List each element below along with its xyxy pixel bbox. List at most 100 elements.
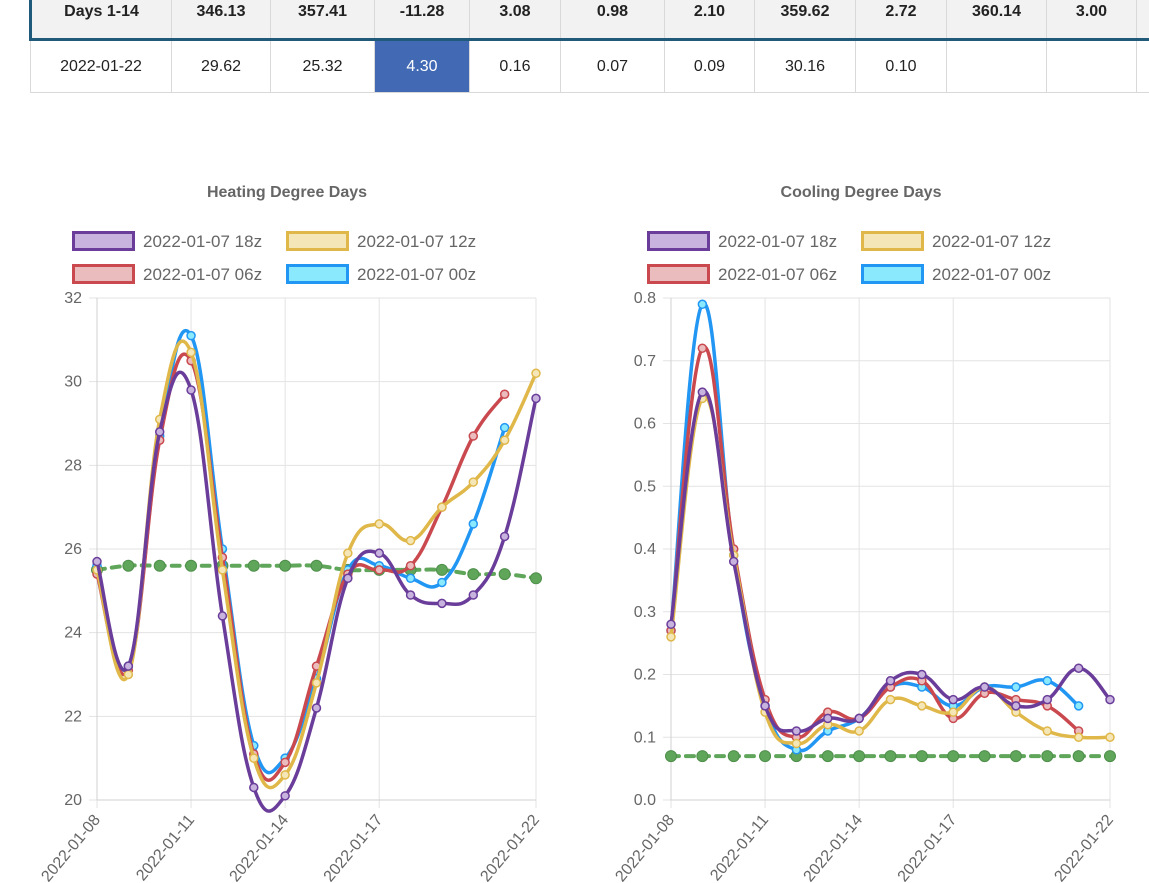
- data-point: [1073, 701, 1084, 711]
- data-point: [154, 427, 165, 437]
- legend-label: 2022-01-07 06z: [718, 265, 837, 284]
- data-point: [760, 701, 770, 711]
- x-tick-label: 2022-01-17: [321, 812, 387, 883]
- table-cell-empty: [1136, 0, 1149, 41]
- data-point: [791, 726, 802, 736]
- data-point: [885, 676, 896, 686]
- series-2022-01-07-18z: [666, 387, 1115, 736]
- summary-table-container: Days 1-14 346.13 357.41 -11.28 3.08 0.98…: [29, 0, 1149, 93]
- y-tick-label: 0.1: [634, 729, 656, 746]
- data-point: [1042, 676, 1053, 686]
- table-cell: 2.72: [855, 0, 947, 41]
- x-tick-label: 2022-01-17: [895, 812, 961, 883]
- legend-label: 2022-01-07 00z: [357, 265, 476, 284]
- data-point: [186, 347, 196, 358]
- data-point: [280, 791, 290, 801]
- data-point: [249, 782, 259, 793]
- data-point: [343, 573, 353, 584]
- y-tick-label: 30: [64, 374, 82, 391]
- y-tick-label: 22: [64, 708, 82, 725]
- data-point: [1073, 732, 1084, 742]
- legend-item: 2022-01-07 18z: [72, 231, 262, 251]
- table-cell-highlighted: 4.30: [374, 39, 470, 93]
- data-point: [279, 559, 292, 572]
- chart-title: Cooling Degree Days: [781, 184, 942, 201]
- data-point: [1041, 750, 1054, 763]
- data-point: [821, 750, 834, 763]
- legend-swatch: [72, 231, 135, 251]
- series-2022-01-07-18z: [92, 370, 541, 813]
- x-tick-label: 2022-01-11: [707, 812, 772, 883]
- legend-label: 2022-01-07 00z: [932, 265, 1051, 284]
- data-point: [499, 435, 510, 445]
- table-cell: 30.16: [754, 39, 856, 93]
- y-tick-label: 0.5: [634, 478, 656, 495]
- data-point: [697, 387, 708, 397]
- data-point: [531, 368, 541, 379]
- data-point: [1072, 750, 1085, 763]
- data-point: [467, 568, 480, 581]
- legend-swatch: [861, 264, 924, 284]
- data-point: [280, 757, 290, 768]
- data-point: [123, 669, 134, 680]
- data-point: [1011, 682, 1021, 692]
- y-tick-label: 0.3: [634, 604, 656, 621]
- data-point: [468, 431, 479, 441]
- x-tick-label: 2022-01-22: [1051, 812, 1117, 883]
- data-point: [665, 750, 677, 763]
- data-point: [915, 750, 928, 763]
- y-tick-label: 24: [64, 625, 82, 642]
- legend-label: 2022-01-07 12z: [932, 232, 1051, 251]
- data-point: [854, 713, 864, 724]
- table-cell: 0.16: [469, 39, 561, 93]
- table-cell: 360.14: [946, 0, 1047, 41]
- data-point: [311, 703, 322, 713]
- data-point: [153, 559, 166, 572]
- x-tick-label: 2022-01-14: [801, 812, 867, 883]
- data-point: [1042, 694, 1053, 705]
- legend-swatch: [647, 264, 710, 284]
- data-point: [697, 343, 708, 353]
- x-tick-label: 2022-01-08: [612, 812, 678, 883]
- data-point: [531, 393, 541, 404]
- data-point: [853, 750, 866, 763]
- data-point: [92, 556, 102, 567]
- data-point: [405, 560, 416, 571]
- legend-label: 2022-01-07 18z: [718, 232, 837, 251]
- data-point: [405, 573, 416, 584]
- data-point: [854, 726, 864, 736]
- table-cell: 346.13: [171, 0, 271, 41]
- data-point: [343, 548, 353, 558]
- data-point: [186, 385, 196, 395]
- data-point: [185, 559, 198, 572]
- chart-title: Heating Degree Days: [207, 184, 367, 201]
- table-cell: Days 1-14: [29, 0, 172, 41]
- table-cell: 2.10: [664, 0, 755, 41]
- data-point: [468, 477, 479, 487]
- data-point: [499, 422, 510, 433]
- legend-item: 2022-01-07 12z: [286, 231, 476, 251]
- legend-item: 2022-01-07 00z: [286, 264, 476, 284]
- x-tick-label: 2022-01-11: [133, 812, 198, 883]
- data-point: [499, 531, 510, 542]
- series-2022-01-07-00z: [92, 328, 510, 775]
- data-point: [468, 519, 479, 529]
- data-point: [759, 750, 772, 763]
- legend-label: 2022-01-07 18z: [143, 232, 262, 251]
- y-tick-label: 26: [64, 541, 82, 558]
- data-point: [948, 694, 958, 705]
- data-point: [978, 750, 991, 763]
- data-point: [1011, 701, 1021, 711]
- y-tick-label: 20: [64, 792, 82, 809]
- data-point: [435, 563, 448, 576]
- y-tick-label: 32: [64, 290, 82, 307]
- data-point: [884, 750, 897, 763]
- data-point: [697, 299, 708, 310]
- table-cell: 3.00: [1046, 0, 1137, 41]
- y-tick-label: 0.0: [634, 792, 656, 809]
- legend-swatch: [861, 231, 924, 251]
- table-cell: 359.62: [754, 0, 856, 41]
- table-cell-empty: [1136, 39, 1149, 93]
- x-tick-label: 2022-01-08: [38, 812, 104, 883]
